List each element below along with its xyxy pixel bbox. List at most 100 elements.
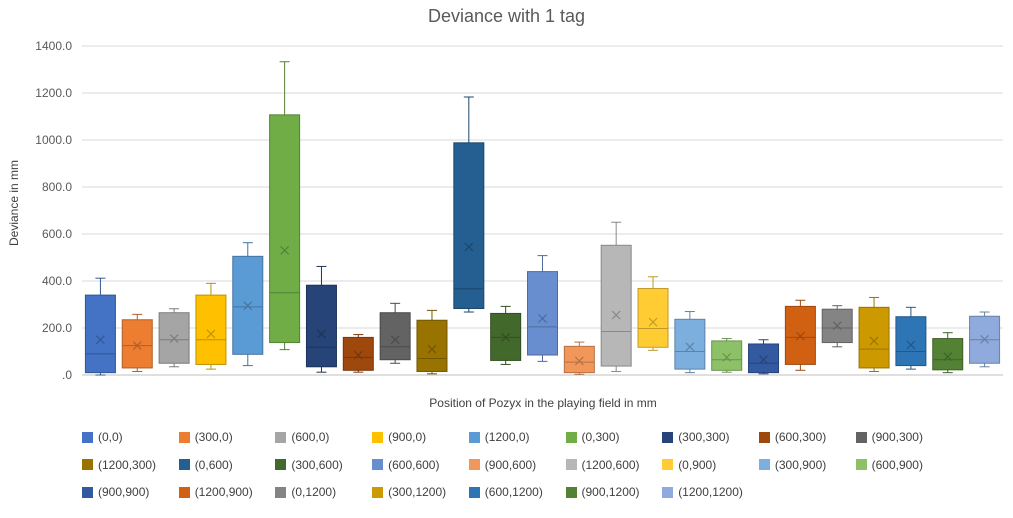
y-tick-label: .0 — [62, 368, 72, 382]
legend-item: (600,1200) — [468, 485, 543, 499]
y-tick-label: 600.0 — [42, 227, 72, 241]
box-mean-marker — [795, 331, 805, 341]
legend-item: (1200,900) — [178, 485, 253, 499]
box — [84, 294, 116, 374]
legend-label: (300,1200) — [388, 485, 447, 499]
box-mean-marker — [722, 352, 732, 362]
box — [748, 343, 780, 374]
y-tick-label: 400.0 — [42, 274, 72, 288]
box — [305, 284, 337, 368]
legend-item: (300,600) — [275, 457, 343, 472]
box — [195, 294, 227, 365]
box — [269, 114, 301, 344]
legend-label: (600,600) — [388, 457, 440, 472]
legend-label: (1200,1200) — [678, 485, 743, 499]
legend-label: (0,300) — [581, 430, 620, 444]
box — [674, 318, 706, 370]
box-mean-marker — [243, 301, 253, 311]
legend-item: (900,900) — [82, 485, 149, 499]
box-mean-marker — [611, 310, 621, 320]
box-mean-marker — [538, 314, 547, 324]
box — [784, 305, 816, 365]
legend-swatch — [662, 486, 674, 498]
legend-swatch — [178, 459, 190, 470]
legend-item: (600,0) — [275, 430, 329, 444]
box-mean-marker — [685, 342, 695, 352]
legend-swatch — [855, 459, 867, 470]
legend-label: (300,300) — [678, 430, 730, 444]
y-tick-label: 800.0 — [42, 180, 72, 194]
legend-label: (300,600) — [291, 457, 343, 472]
legend-label: (0,600) — [194, 457, 233, 472]
legend-item: (0,0) — [82, 430, 123, 444]
legend-swatch — [82, 459, 93, 470]
box — [600, 244, 632, 367]
legend-swatch — [468, 459, 480, 470]
legend-label: (0,900) — [678, 457, 717, 472]
legend-swatch — [178, 486, 190, 498]
box — [453, 142, 485, 309]
x-axis-label: Position of Pozyx in the playing field i… — [429, 396, 657, 410]
legend-swatch — [82, 431, 93, 443]
chart-title: Deviance with 1 tag — [427, 6, 586, 26]
box-mean-marker — [759, 355, 768, 365]
legend-item: (300,900) — [758, 458, 826, 472]
legend-item: (0,600) — [178, 457, 233, 472]
box — [711, 340, 743, 371]
box — [895, 316, 927, 367]
legend-label: (1200,900) — [194, 485, 253, 499]
box-mean-marker — [317, 329, 326, 339]
legend-item: (900,0) — [372, 430, 426, 444]
box-mean-marker — [574, 356, 584, 366]
legend-swatch — [468, 431, 480, 443]
box — [342, 336, 374, 371]
legend-swatch — [82, 486, 93, 498]
box-mean-marker — [501, 332, 511, 342]
legend-swatch — [855, 431, 867, 443]
box-mean-marker — [906, 340, 916, 350]
box — [637, 288, 669, 348]
box — [379, 312, 411, 361]
legend-label: (0,0) — [98, 430, 123, 444]
legend-label: (1200,600) — [581, 457, 640, 472]
box-mean-marker — [648, 317, 658, 327]
legend-label: (1200,300) — [98, 457, 157, 472]
legend-swatch — [372, 486, 384, 498]
y-tick-label: 200.0 — [42, 321, 72, 335]
box — [121, 319, 153, 369]
box — [527, 271, 558, 356]
legend-swatch — [662, 459, 674, 470]
legend-item: (1200,600) — [565, 457, 640, 472]
legend-item: (300,300) — [662, 430, 730, 444]
box — [932, 338, 964, 371]
legend-item: (900,1200) — [565, 485, 640, 499]
box-mean-marker — [980, 334, 990, 344]
legend-swatch — [372, 431, 384, 443]
box-mean-marker — [869, 336, 879, 346]
box-mean-marker — [943, 352, 953, 362]
legend-label: (900,600) — [484, 457, 537, 472]
legend-swatch — [468, 486, 480, 498]
legend-swatch — [275, 486, 287, 498]
y-tick-label: 1400.0 — [35, 39, 72, 53]
box-mean-marker — [427, 344, 437, 354]
box-mean-marker — [206, 329, 216, 339]
legend-item: (300,0) — [178, 430, 233, 444]
box-mean-marker — [832, 321, 842, 331]
legend-label: (600,300) — [774, 430, 827, 444]
y-tick-label: 1200.0 — [35, 86, 72, 100]
legend-item: (1200,300) — [82, 458, 156, 472]
legend-label: (600,1200) — [484, 485, 543, 499]
legend-item: (0,300) — [565, 430, 620, 444]
box-mean-marker — [390, 335, 400, 345]
legend-swatch — [758, 431, 770, 443]
legend-swatch — [565, 431, 577, 443]
chart-plot-area: .0 200.0 400.0 600.0 800.0 1000.0 1200.0 1400.0 — [35, 39, 1003, 382]
legend-label: (900,900) — [98, 485, 150, 499]
y-tick-label: 1000.0 — [35, 133, 72, 147]
legend-swatch — [178, 431, 190, 443]
box-mean-marker — [353, 350, 363, 360]
legend-label: (0,1200) — [291, 485, 337, 499]
y-axis-label: Deviance in mm — [7, 159, 21, 247]
legend-item: (0,1200) — [275, 485, 336, 499]
